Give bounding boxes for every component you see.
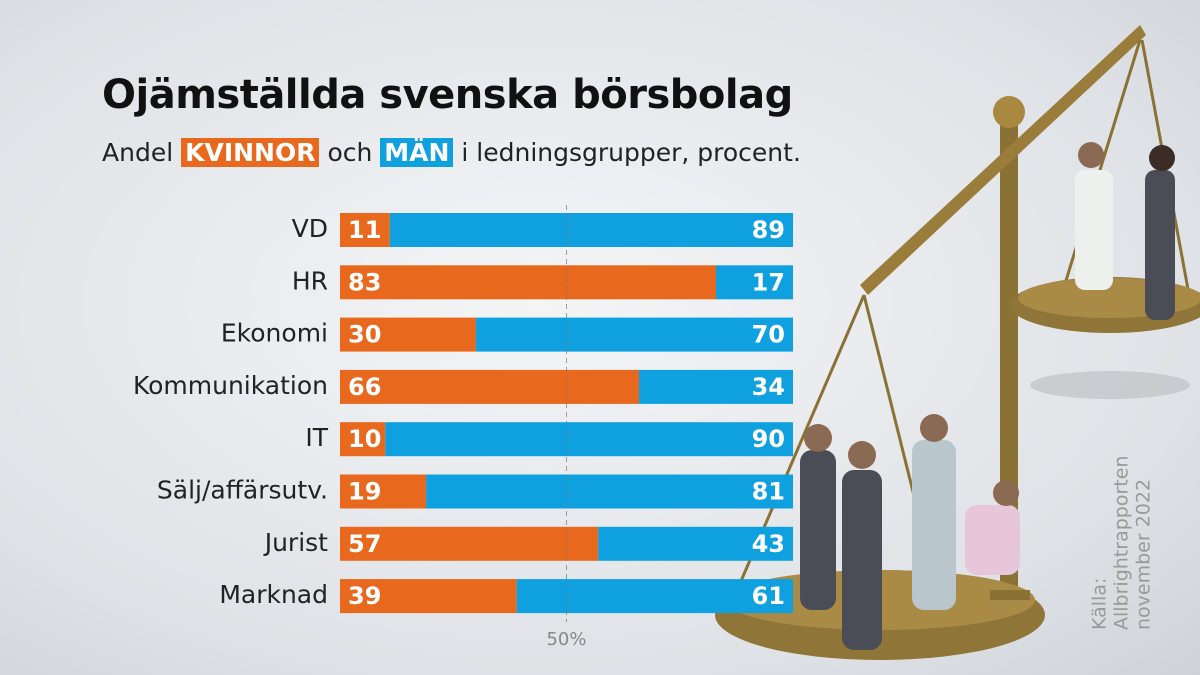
y-tick-label: VD <box>292 214 328 243</box>
bar <box>426 474 793 509</box>
value-label: 89 <box>752 216 785 244</box>
subtitle: Andel KVINNOR och MÄN i ledningsgrupper,… <box>102 138 801 167</box>
bar <box>340 579 517 614</box>
bar <box>385 422 793 457</box>
source-line: november 2022 <box>1133 479 1155 630</box>
bar <box>340 369 639 404</box>
value-label: 11 <box>348 216 381 244</box>
bar <box>598 526 793 561</box>
value-label: 39 <box>348 582 381 610</box>
scale-illustration <box>715 25 1200 660</box>
value-label: 30 <box>348 321 381 349</box>
value-label: 66 <box>348 373 381 401</box>
subtitle-text: i ledningsgrupper, procent. <box>461 138 801 167</box>
value-label: 43 <box>752 530 785 558</box>
source-line: Källa: <box>1089 578 1111 630</box>
subtitle-text: Andel <box>102 138 174 167</box>
y-tick-label: Marknad <box>219 580 328 609</box>
y-tick-label: Kommunikation <box>133 371 328 400</box>
chart-title: Ojämställda svenska börsbolag <box>102 72 793 118</box>
value-label: 57 <box>348 530 381 558</box>
legend-entry: KVINNOR <box>181 138 320 167</box>
value-label: 10 <box>348 425 381 453</box>
bar <box>389 213 793 247</box>
bar <box>516 579 793 614</box>
y-tick-label: Jurist <box>263 528 328 557</box>
y-tick-label: Ekonomi <box>221 319 328 348</box>
bar <box>715 265 793 300</box>
bar <box>340 213 390 247</box>
value-label: 19 <box>348 478 381 506</box>
legend-entry: MÄN <box>380 138 454 167</box>
value-label: 90 <box>752 425 785 453</box>
y-tick-label: HR <box>292 266 328 295</box>
bar <box>340 317 476 352</box>
bar <box>475 317 793 352</box>
y-tick-label: Sälj/affärsutv. <box>157 476 328 505</box>
bar <box>340 474 427 509</box>
y-tick-label: IT <box>305 423 328 452</box>
value-label: 83 <box>348 268 381 296</box>
bar <box>638 369 793 404</box>
bar <box>340 526 599 561</box>
value-label: 17 <box>752 268 785 296</box>
value-label: 81 <box>752 478 785 506</box>
value-label: 34 <box>752 373 785 401</box>
x-tick-label: 50% <box>546 629 586 650</box>
value-label: 70 <box>752 321 785 349</box>
bar <box>340 265 716 300</box>
value-label: 61 <box>752 582 785 610</box>
subtitle-text: och <box>327 138 373 167</box>
source-line: Allbrightrapporten <box>1111 456 1133 630</box>
bar <box>340 422 386 457</box>
